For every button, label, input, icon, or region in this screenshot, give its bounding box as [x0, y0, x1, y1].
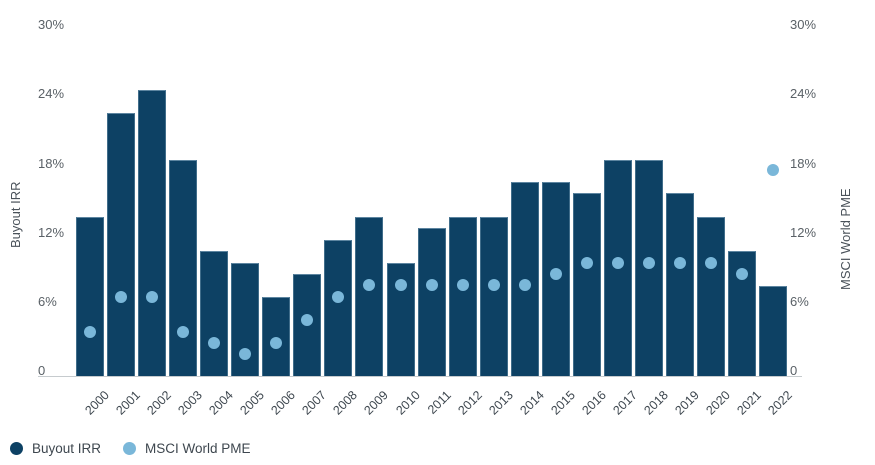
legend-item-msci-world-pme: MSCI World PME [123, 441, 251, 456]
buyout-irr-swatch-icon [10, 442, 23, 455]
pme-dot-2018 [642, 256, 655, 269]
bar-2009 [355, 216, 384, 376]
y-tick-right-0: 0 [790, 363, 798, 378]
bar-2001 [107, 112, 135, 376]
pme-dot-2009 [363, 278, 376, 291]
y-tick-left-24%: 24% [38, 86, 65, 102]
pme-dot-2012 [456, 278, 469, 291]
right-axis-title: MSCI World PME [838, 188, 853, 290]
pme-dot-2002 [146, 291, 159, 304]
y-tick-right-24%: 24% [790, 86, 817, 102]
pme-dot-2014 [518, 278, 531, 291]
pme-dot-2013 [487, 278, 500, 291]
pme-dot-2011 [425, 278, 438, 291]
bar-2002 [138, 89, 167, 376]
pme-dot-2003 [177, 325, 190, 338]
y-tick-right-18%: 18% [790, 155, 817, 171]
pme-dot-2020 [705, 256, 717, 269]
y-tick-left-30%: 30% [38, 17, 65, 33]
bar-2012 [448, 216, 477, 376]
pme-dot-2004 [208, 337, 221, 350]
pme-dot-2001 [115, 291, 127, 304]
y-tick-left-18%: 18% [38, 155, 65, 171]
y-tick-left-6%: 6% [38, 293, 57, 309]
legend-label: MSCI World PME [145, 441, 251, 456]
pme-dot-2005 [239, 347, 252, 360]
pme-dot-2008 [332, 291, 345, 304]
pme-dot-2017 [611, 256, 624, 269]
x-axis-line [38, 376, 802, 377]
bar-2011 [417, 228, 446, 376]
bar-2013 [479, 216, 508, 376]
msci-world-pme-swatch-icon [123, 442, 137, 455]
bar-2003 [169, 160, 198, 376]
pme-dot-2022 [767, 164, 780, 177]
bar-2016 [572, 193, 601, 376]
bar-2010 [386, 262, 415, 376]
y-tick-right-30%: 30% [790, 17, 817, 33]
bar-2008 [324, 239, 353, 376]
bar-2019 [666, 193, 694, 376]
pme-dot-2016 [580, 256, 593, 269]
bar-2020 [697, 216, 725, 376]
pme-dot-2007 [301, 314, 314, 327]
legend: Buyout IRR MSCI World PME [10, 441, 251, 456]
pme-dot-2021 [736, 268, 749, 281]
bar-2000 [76, 216, 104, 376]
y-tick-left-12%: 12% [38, 224, 65, 240]
pme-dot-2015 [549, 268, 562, 281]
y-tick-right-12%: 12% [790, 224, 817, 240]
bar-2006 [262, 297, 291, 376]
pme-dot-2006 [270, 337, 283, 350]
pme-dot-2019 [674, 256, 686, 269]
left-axis-title: Buyout IRR [8, 181, 23, 248]
y-tick-right-6%: 6% [790, 293, 809, 309]
legend-item-buyout-irr: Buyout IRR [10, 441, 101, 456]
bar-2022 [759, 285, 788, 376]
pme-dot-2000 [84, 325, 96, 338]
y-tick-left-0: 0 [38, 363, 46, 378]
pme-dot-2010 [394, 278, 407, 291]
legend-label: Buyout IRR [32, 441, 102, 456]
bar-2004 [200, 251, 229, 376]
